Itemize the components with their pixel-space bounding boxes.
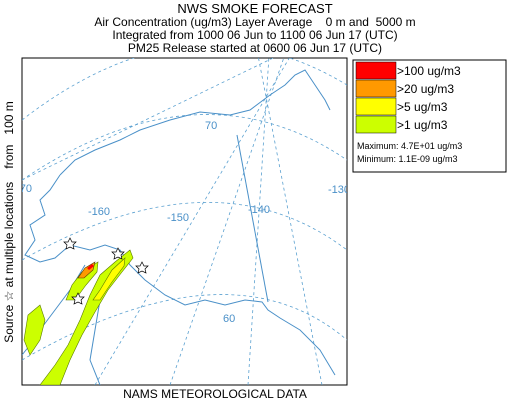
legend-swatch <box>355 61 397 80</box>
latitude-label: 70 <box>205 120 217 132</box>
grid-line <box>258 58 323 385</box>
plume <box>23 249 134 385</box>
grid-line <box>169 58 285 385</box>
minimum: Minimum: 1.1E-09 ug/m3 <box>357 154 458 164</box>
subtitle: PM25 Release started at 0600 06 Jun 17 (… <box>128 41 382 55</box>
subtitle: Air Concentration (ug/m3) Layer Average … <box>94 15 415 29</box>
legend-label: >100 ug/m3 <box>397 64 461 78</box>
border <box>236 134 269 303</box>
legend-swatch <box>355 115 397 134</box>
longitude-label: -150 <box>167 212 189 224</box>
legend-swatch <box>355 79 397 98</box>
plume-1 <box>23 304 46 356</box>
title: NWS SMOKE FORECAST <box>177 1 332 16</box>
legend-swatch <box>355 97 397 116</box>
legend-label: >20 ug/m3 <box>397 82 454 96</box>
source-star <box>111 247 125 260</box>
map: -170 -160 -150 -140 -130 70 60 <box>10 57 350 386</box>
grid-line <box>94 58 290 385</box>
footer: NAMS METEOROLOGICAL DATA <box>123 387 307 401</box>
source-star <box>63 237 77 250</box>
latitude-label: 60 <box>223 313 235 325</box>
coastline <box>89 299 101 385</box>
coastline <box>59 69 331 176</box>
grid-line <box>22 58 347 121</box>
maximum: Maximum: 4.7E+01 ug/m3 <box>357 141 462 151</box>
subtitle: Integrated from 1000 06 Jun to 1100 06 J… <box>112 28 397 42</box>
source-star <box>71 292 85 305</box>
longitude-label: -170 <box>10 183 32 195</box>
grid-line <box>22 114 347 181</box>
sources <box>63 237 149 305</box>
longitude-label: -140 <box>248 204 270 216</box>
grid-line <box>22 58 274 181</box>
legend-label: >1 ug/m3 <box>397 118 448 132</box>
legend-label: >5 ug/m3 <box>397 100 448 114</box>
plume-100 <box>87 264 94 270</box>
longitude-label: -130 <box>328 184 350 196</box>
grid-line <box>22 202 347 261</box>
plume-5 <box>92 257 126 301</box>
side-label: Source ☆ at multiple locations from 100 … <box>2 101 16 343</box>
longitude-label: -160 <box>88 206 110 218</box>
source-star <box>135 261 149 274</box>
legend: Maximum: 4.7E+01 ug/m3 Minimum: 1.1E-09 … <box>352 59 507 173</box>
